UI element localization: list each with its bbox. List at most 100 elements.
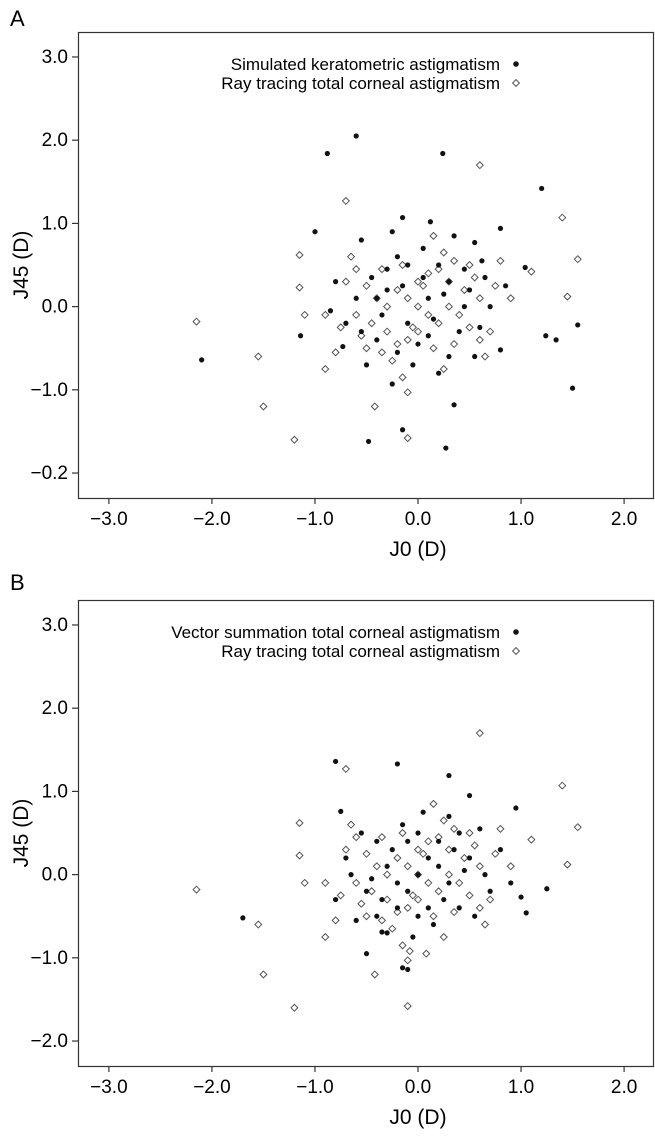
data-point-filled <box>497 225 504 231</box>
panel-a: A 3.0 2.0 1.0 0.0 −1.0 −0.2 −3.0 −2.0 −1.0 0.0 1.0 2… <box>10 6 655 561</box>
data-point-diamond <box>377 916 387 925</box>
data-point-diamond <box>300 310 309 320</box>
y-tick-label: 0.0 <box>42 865 68 886</box>
data-point-filled <box>569 385 576 391</box>
data-point-diamond <box>398 941 407 950</box>
data-point-filled <box>472 353 478 360</box>
data-point-diamond <box>346 252 356 261</box>
data-point-filled <box>399 214 406 221</box>
data-point-diamond <box>383 870 392 879</box>
data-point-diamond <box>486 327 495 336</box>
data-point-diamond <box>393 339 402 349</box>
x-tick-label: 0.0 <box>405 1077 431 1098</box>
data-point-diamond <box>527 835 536 844</box>
data-point-filled <box>443 445 449 451</box>
data-point-filled <box>384 266 390 272</box>
data-point-diamond <box>408 323 417 332</box>
data-point-filled <box>456 328 462 335</box>
data-point-filled <box>399 965 406 971</box>
data-point-filled <box>353 295 359 301</box>
data-point-filled <box>374 337 380 343</box>
data-point-diamond <box>434 265 443 274</box>
data-point-filled <box>358 237 364 243</box>
data-point-diamond <box>449 256 459 265</box>
data-point-diamond <box>429 912 438 921</box>
data-point-filled <box>436 262 442 268</box>
data-point-filled <box>456 905 462 911</box>
data-point-diamond <box>405 947 414 956</box>
data-point-filled <box>389 381 395 387</box>
plot-frame <box>77 31 655 500</box>
data-point-diamond <box>290 435 299 444</box>
data-point-diamond <box>413 845 423 854</box>
data-point-diamond <box>506 294 515 303</box>
data-point-diamond <box>331 916 340 925</box>
x-axis-title: J0 (D) <box>389 538 446 561</box>
x-tick-label: 2.0 <box>611 509 637 530</box>
data-point-diamond <box>403 388 412 397</box>
data-point-diamond <box>388 356 397 365</box>
data-point-filled <box>427 219 433 225</box>
data-point-diamond <box>346 820 356 829</box>
data-point-diamond <box>403 335 412 344</box>
data-point-diamond <box>439 364 448 374</box>
data-point-filled <box>466 792 473 799</box>
data-point-diamond <box>475 161 484 170</box>
data-point-filled <box>389 229 395 235</box>
data-point-filled <box>461 304 467 310</box>
data-point-filled <box>461 867 467 874</box>
data-point-diamond <box>439 248 448 257</box>
y-tick-label: −2.0 <box>30 1031 68 1052</box>
data-point-diamond <box>321 932 330 942</box>
data-point-diamond <box>475 862 484 871</box>
data-point-filled <box>441 896 447 903</box>
y-tick-label: 3.0 <box>42 615 68 636</box>
data-point-diamond <box>413 302 423 311</box>
data-point-filled <box>324 150 330 157</box>
data-point-filled <box>312 229 318 235</box>
data-point-filled <box>487 888 493 894</box>
data-point-diamond <box>295 250 304 260</box>
data-point-filled <box>340 343 346 350</box>
data-point-diamond <box>295 283 304 292</box>
data-point-diamond <box>491 281 500 290</box>
data-point-filled <box>379 312 385 318</box>
data-point-filled <box>343 320 349 326</box>
data-point-diamond <box>259 402 268 411</box>
data-point-filled <box>477 324 483 331</box>
data-point-filled <box>430 921 437 928</box>
data-point-diamond <box>321 878 330 888</box>
data-point-diamond <box>429 231 438 240</box>
data-point-filled <box>502 283 509 289</box>
legend-label: Vector summation total corneal astigmati… <box>171 623 500 642</box>
data-point-diamond <box>475 335 484 344</box>
data-point-filled <box>472 239 478 246</box>
data-point-filled <box>363 362 370 368</box>
data-point-diamond <box>486 895 495 904</box>
data-point-filled <box>374 838 380 844</box>
data-point-diamond <box>573 823 582 832</box>
data-point-filled <box>199 357 205 363</box>
data-point-filled <box>446 279 452 285</box>
data-point-diamond <box>403 956 412 965</box>
data-point-diamond <box>295 851 304 860</box>
data-point-diamond <box>573 255 582 264</box>
y-axis-title: J45 (D) <box>10 799 33 868</box>
data-point-diamond <box>429 344 438 353</box>
data-point-diamond <box>470 273 479 282</box>
x-tick-label: 1.0 <box>508 509 534 530</box>
data-point-filled <box>446 353 452 360</box>
data-point-diamond <box>341 277 350 286</box>
data-point-filled <box>482 872 488 878</box>
data-point-filled <box>472 913 478 919</box>
data-point-diamond <box>465 891 474 900</box>
legend-marker-diamond <box>511 78 521 88</box>
x-tick-label: −3.0 <box>90 1077 128 1098</box>
data-point-diamond <box>413 277 423 286</box>
data-point-diamond <box>403 433 412 443</box>
y-tick-label: 0.0 <box>42 297 68 318</box>
data-point-diamond <box>352 833 361 842</box>
data-point-filled <box>479 258 485 264</box>
data-point-diamond <box>527 267 536 276</box>
